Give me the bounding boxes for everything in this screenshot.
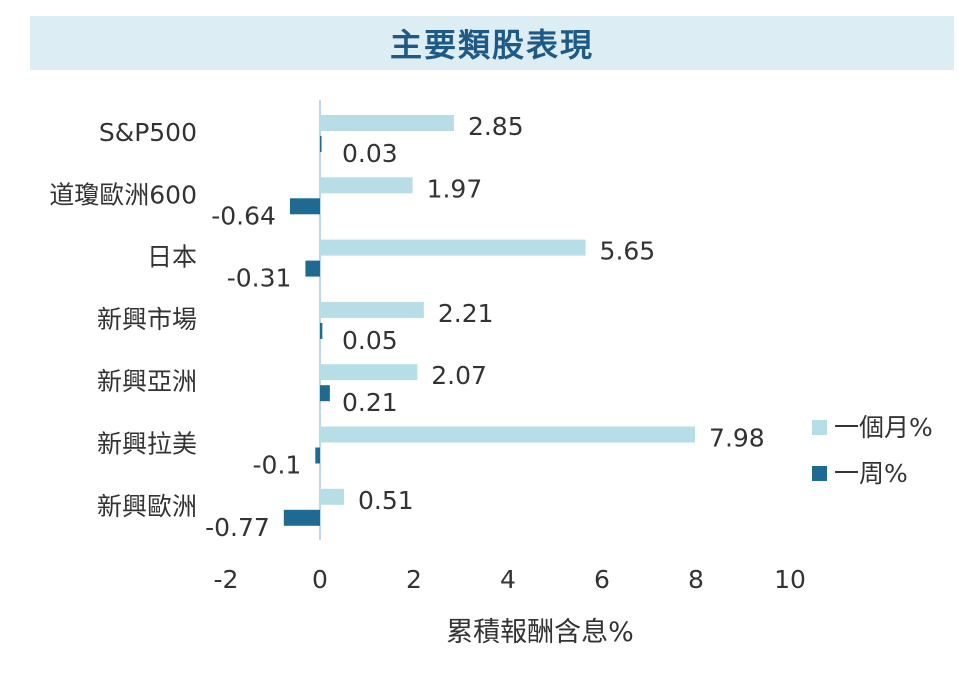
- category-label: 新興亞洲: [97, 367, 197, 396]
- x-tick-label: 8: [688, 565, 704, 594]
- data-label-month: 2.85: [468, 112, 524, 141]
- bar-week: [283, 509, 320, 526]
- data-label-month: 1.97: [427, 174, 483, 203]
- data-label-week: 0.21: [342, 388, 398, 417]
- legend-label-month: 一個月%: [834, 413, 933, 442]
- chart-title: 主要類股表現: [389, 26, 594, 64]
- data-label-month: 7.98: [709, 424, 765, 453]
- legend-label-week: 一周%: [834, 459, 908, 488]
- data-label-week: 0.03: [342, 139, 398, 168]
- x-tick-label: -2: [214, 565, 239, 594]
- bar-week: [320, 385, 330, 402]
- data-label-month: 0.51: [358, 486, 414, 515]
- data-label-week: -0.1: [253, 451, 302, 480]
- bar-week: [289, 198, 320, 215]
- category-label: S&P500: [99, 118, 197, 147]
- data-label-week: -0.77: [205, 513, 270, 542]
- legend-swatch-month: [812, 420, 827, 435]
- data-label-week: -0.64: [211, 201, 276, 230]
- data-label-week: -0.31: [227, 264, 292, 293]
- bar-month: [320, 488, 344, 505]
- x-tick-label: 2: [406, 565, 422, 594]
- data-label-month: 2.07: [431, 361, 487, 390]
- x-tick-label: 0: [312, 565, 328, 594]
- category-label: 新興歐洲: [97, 492, 197, 521]
- data-label-month: 2.21: [438, 299, 494, 328]
- legend-swatch-week: [812, 466, 827, 481]
- chart-title-band: 主要類股表現: [30, 16, 954, 70]
- data-label-week: 0.05: [342, 326, 398, 355]
- bar-month: [320, 364, 418, 381]
- category-label: 道瓊歐洲600: [49, 180, 197, 209]
- bar-month: [320, 426, 696, 443]
- x-tick-label: 6: [594, 565, 610, 594]
- bar-month: [320, 115, 454, 131]
- bar-week: [305, 260, 320, 277]
- data-label-month: 5.65: [600, 237, 656, 266]
- x-tick-label: 10: [774, 565, 806, 594]
- bar-month: [320, 301, 424, 318]
- category-label: 新興市場: [97, 305, 197, 334]
- x-axis-title: 累積報酬含息%: [446, 617, 634, 648]
- category-label: 新興拉美: [97, 430, 197, 459]
- bar-month: [320, 239, 586, 256]
- bar-week: [320, 136, 322, 152]
- x-tick-label: 4: [500, 565, 516, 594]
- bar-week: [320, 322, 323, 339]
- category-label: 日本: [147, 243, 197, 272]
- bar-month: [320, 177, 413, 194]
- bar-week: [315, 447, 320, 464]
